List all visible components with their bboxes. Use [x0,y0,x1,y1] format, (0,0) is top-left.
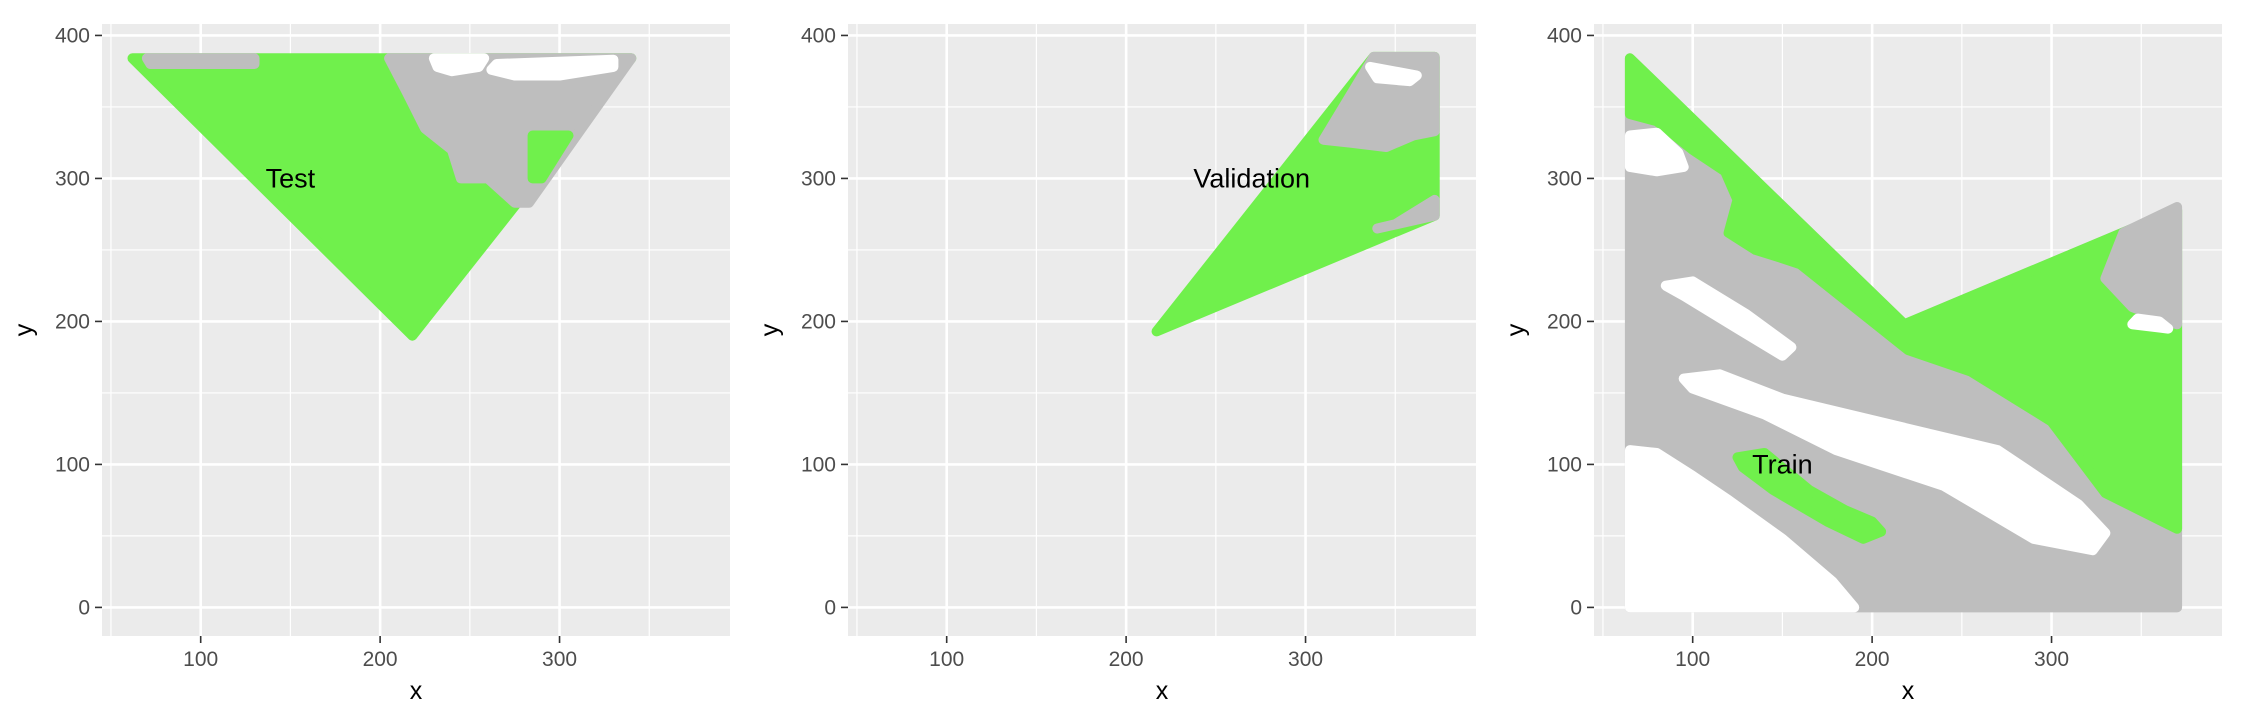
y-tick-label: 400 [55,24,90,47]
x-tick-label: 100 [183,648,218,671]
x-axis-title: x [410,677,423,705]
y-tick-label: 200 [55,310,90,333]
region-group [127,53,637,341]
panel-2: 100 200 300 0 100 200 300 400 x y Validation [756,24,1476,705]
y-tick-label: 400 [801,24,836,47]
x-tick-label: 200 [1855,648,1890,671]
y-tick-label: 200 [1547,310,1582,333]
region-green [1732,448,1887,544]
region-group [1624,53,2183,613]
y-tick-label: 0 [78,596,90,619]
region-gray [1372,194,1440,234]
region-gray [384,53,637,208]
x-tick-label: 100 [929,648,964,671]
x-tick-label: 100 [1675,648,1710,671]
y-tick-label: 100 [801,453,836,476]
region-white [428,53,490,77]
y-tick-label: 400 [1547,24,1582,47]
y-tick-label: 200 [801,310,836,333]
y-axis-title: y [10,323,38,336]
panel-label: Test [266,163,316,193]
x-tick-label: 300 [542,648,577,671]
region-green [527,130,574,184]
y-tick-label: 0 [824,596,836,619]
x-tick-label: 300 [1288,648,1323,671]
x-tick-label: 200 [1109,648,1144,671]
region-group [1151,51,1440,337]
region-green [1624,53,2183,534]
y-tick-label: 300 [1547,167,1582,190]
y-tick-label: 0 [1570,596,1582,619]
y-tick-label: 300 [55,167,90,190]
region-white [2127,313,2174,334]
panel-1: 100 200 300 0 100 200 300 400 x y Test [10,24,730,705]
panel-3: 100 200 300 0 100 200 300 400 x y Train [1502,24,2222,705]
x-tick-label: 300 [2034,648,2069,671]
y-tick-label: 100 [1547,453,1582,476]
panel-label: Train [1752,449,1813,479]
region-white [1678,369,2111,556]
region-white [1365,61,1422,87]
region-gray [141,53,260,69]
x-tick-label: 200 [363,648,398,671]
region-white [486,54,619,81]
region-white [1660,276,1797,361]
x-axis-title: x [1902,677,1915,705]
y-axis-title: y [1502,323,1530,336]
region-white [1624,127,1689,177]
y-tick-label: 100 [55,453,90,476]
y-tick-label: 300 [801,167,836,190]
region-gray [2100,202,2183,330]
panel-label: Validation [1193,163,1310,193]
x-axis-title: x [1156,677,1169,705]
region-white [1624,445,1860,613]
y-axis-title: y [756,323,784,336]
